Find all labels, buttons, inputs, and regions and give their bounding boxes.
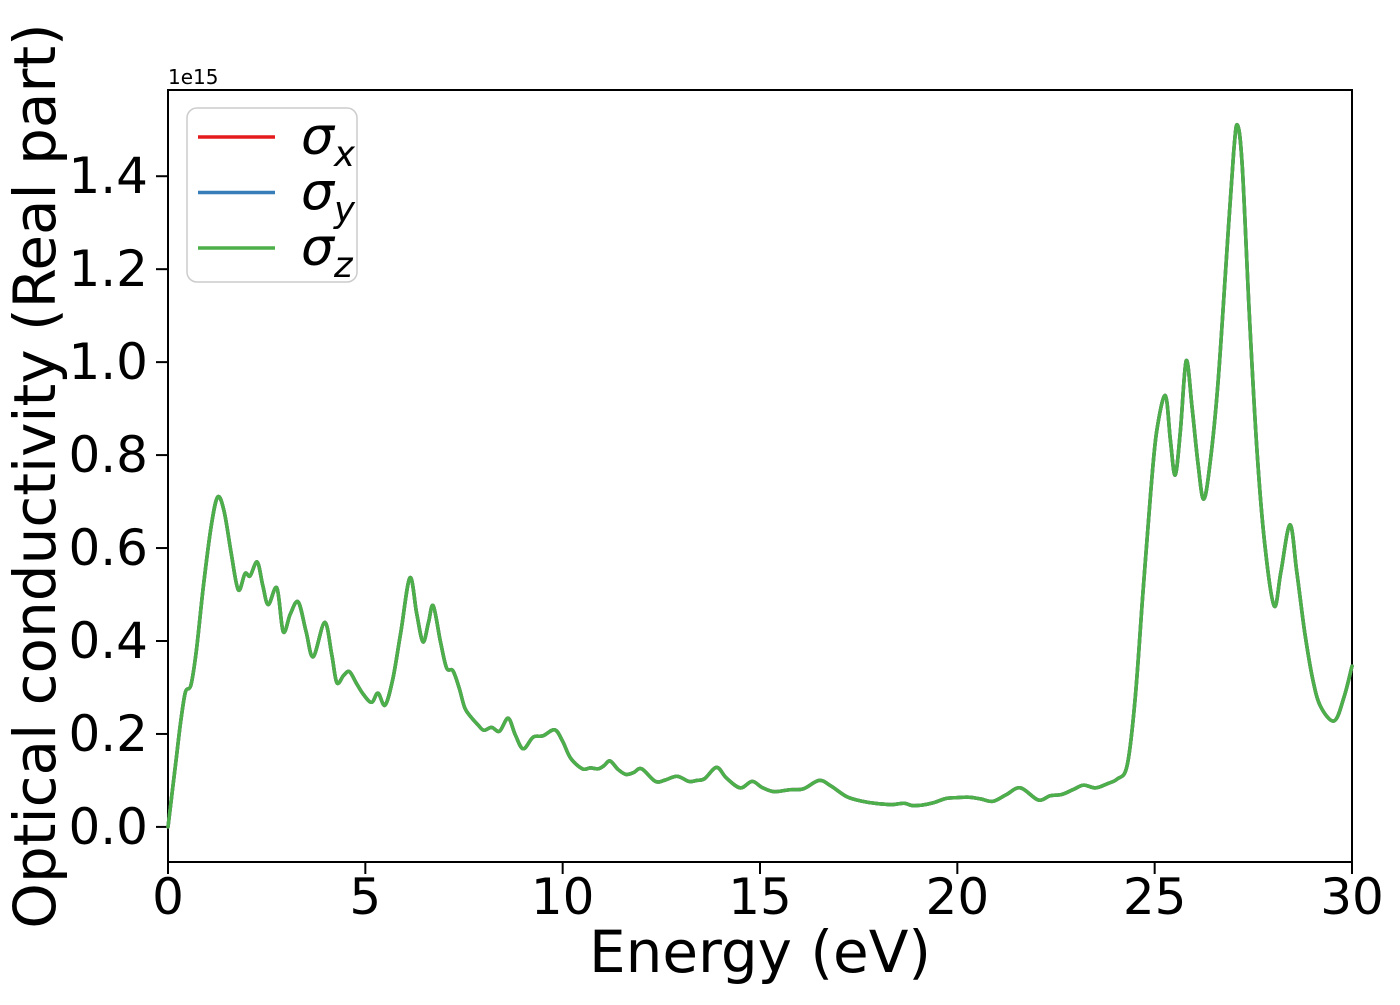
y-tick-label: 1.2 xyxy=(68,240,148,298)
y-tick-label: 0.0 xyxy=(68,798,148,856)
x-tick-label: 20 xyxy=(926,868,990,926)
axes: 0 5 10 15 20 25 30 0.0 0.2 0.4 0.6 0.8 1.0 1.2 1.4 xyxy=(68,89,1384,926)
y-tick-label: 0.2 xyxy=(68,705,148,763)
y-tick-label: 0.6 xyxy=(68,519,148,577)
y-tick-label: 1.0 xyxy=(68,333,148,391)
legend-label-sigma-x: σx xyxy=(301,107,356,175)
y-axis-offset-text: 1e15 xyxy=(168,65,218,89)
y-tick-label: 0.4 xyxy=(68,612,148,670)
y-tick-label: 0.8 xyxy=(68,426,148,484)
x-tick-label: 25 xyxy=(1123,868,1187,926)
legend-box xyxy=(186,107,358,283)
y-axis-label: Optical conductivity (Real part) xyxy=(1,23,69,928)
curve-sigma-z xyxy=(166,122,1354,829)
x-tick-label: 30 xyxy=(1320,868,1384,926)
series-group xyxy=(166,122,1354,829)
legend-label-sigma-y: σy xyxy=(301,163,356,231)
x-tick-label: 5 xyxy=(349,868,381,926)
x-axis-label: Energy (eV) xyxy=(589,918,931,986)
x-tick-label: 0 xyxy=(152,868,184,926)
x-tick-label: 10 xyxy=(531,868,595,926)
y-tick-label: 1.4 xyxy=(68,147,148,205)
x-tick-label: 15 xyxy=(728,868,792,926)
